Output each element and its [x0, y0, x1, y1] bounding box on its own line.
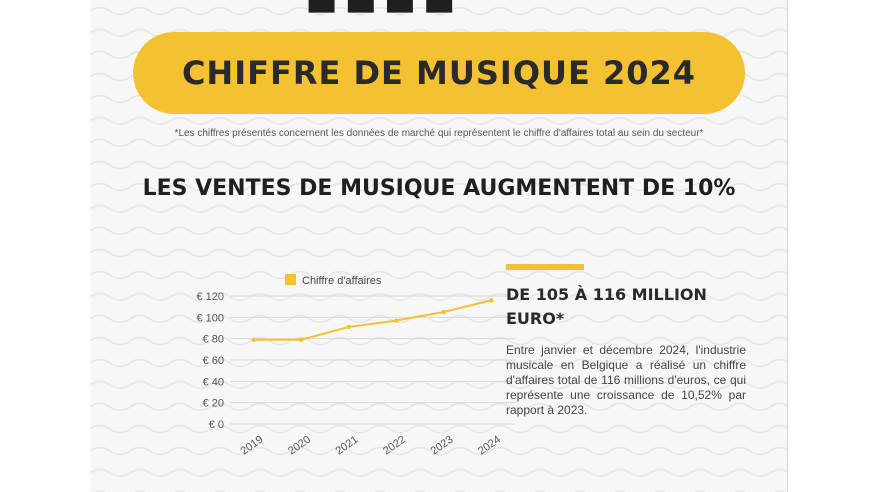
y-tick-label: € 0 — [209, 419, 224, 431]
accent-bar — [506, 264, 584, 270]
x-tick-label: 2024 — [476, 434, 503, 458]
footnote: *Les chiffres présentés concernent les d… — [174, 128, 704, 139]
stat-body: Entre janvier et décembre 2024, l'indust… — [506, 343, 746, 417]
y-tick-label: € 20 — [203, 398, 224, 410]
legend-swatch — [285, 274, 296, 285]
x-tick-label: 2021 — [334, 434, 361, 458]
logo: ◼◼◼◼ — [305, 0, 462, 20]
y-tick-label: € 60 — [203, 355, 224, 367]
data-point — [441, 309, 446, 315]
data-point — [489, 298, 494, 303]
y-tick-label: € 100 — [196, 312, 224, 324]
x-tick-label: 2023 — [429, 434, 456, 458]
series-line — [253, 299, 492, 341]
line-chart: € 0 € 20 € 40 € 60 € 80 € 100 € 120 2019 2020 202… — [196, 274, 515, 458]
data-point — [299, 337, 304, 342]
data-point — [346, 324, 351, 330]
x-tick-label: 2019 — [239, 434, 266, 458]
subheading: LES VENTES DE MUSIQUE AUGMENTENT DE 10% — [142, 176, 736, 201]
stat-title: DE 105 À 116 MILLION EURO* — [506, 285, 707, 328]
y-tick-label: € 40 — [203, 376, 224, 388]
x-tick-label: 2022 — [381, 434, 408, 458]
infographic-poster: ◼◼◼◼ CHIFFRE DE MUSIQUE 2024 *Les chiffr… — [90, 0, 788, 492]
y-tick-label: € 80 — [203, 334, 224, 346]
legend-label: Chiffre d'affaires — [302, 275, 382, 287]
y-tick-label: € 120 — [196, 291, 224, 303]
data-point — [251, 337, 256, 342]
page-title: CHIFFRE DE MUSIQUE 2024 — [181, 54, 697, 92]
data-point — [394, 318, 399, 323]
title-banner: CHIFFRE DE MUSIQUE 2024 — [133, 32, 745, 114]
chart-container: € 0 € 20 € 40 € 60 € 80 € 100 € 120 2019 2020 202… — [170, 266, 530, 466]
x-tick-label: 2020 — [286, 434, 313, 458]
